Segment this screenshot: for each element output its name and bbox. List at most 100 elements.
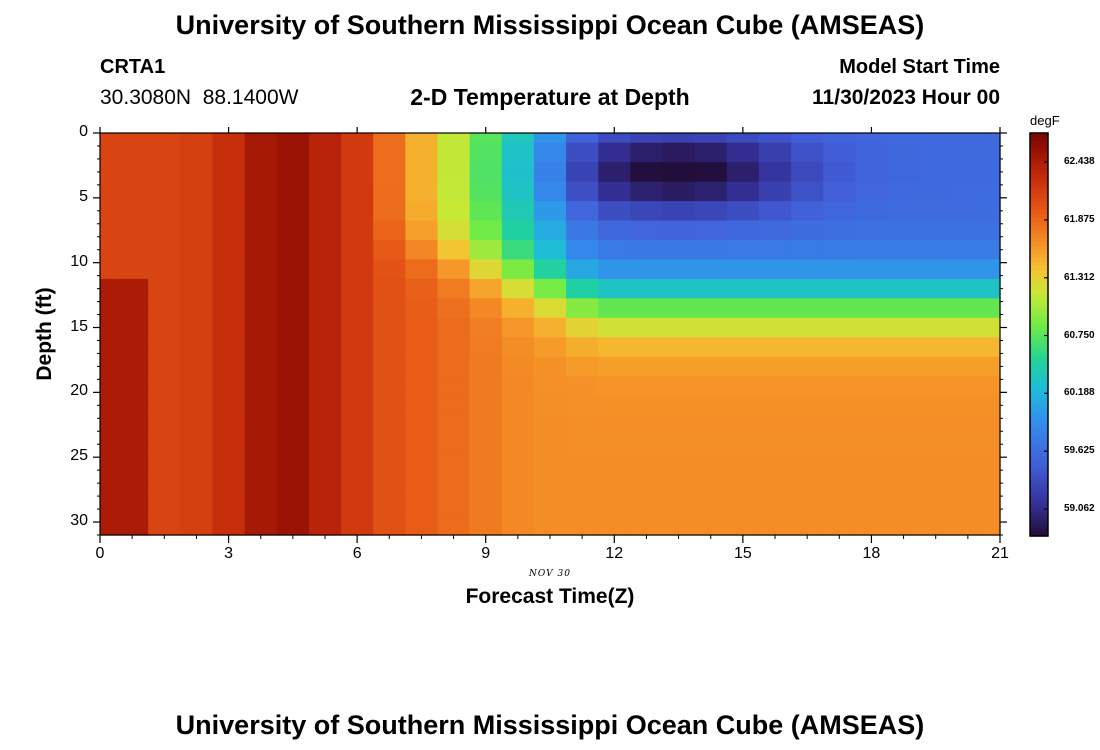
heatmap-cell [951,259,985,280]
heatmap-cell [148,133,181,144]
heatmap-cell [180,142,214,163]
colorbar-segment [1030,318,1048,324]
y-tick-label: 20 [70,382,88,400]
heatmap-cell [116,356,149,377]
heatmap-cell [533,133,567,144]
heatmap-cell [501,317,535,338]
heatmap-cell [758,434,792,455]
heatmap-cell [405,162,439,183]
heatmap-cell [791,278,824,299]
heatmap-cell [469,220,503,241]
heatmap-cell [598,259,631,280]
heatmap-cell [919,356,953,377]
heatmap-cell [983,492,1001,513]
heatmap-cell [951,453,985,475]
heatmap-cell [694,376,728,397]
heatmap-cell [887,512,921,536]
heatmap-cell [630,298,664,319]
heatmap-cell [501,512,535,536]
heatmap-cell [276,337,310,358]
heatmap-cell [116,201,149,222]
heatmap-cell [566,473,599,494]
colorbar-segment [1030,165,1048,170]
colorbar-segment [1030,511,1048,517]
heatmap-cell [662,453,696,475]
heatmap-cell [823,356,856,377]
colorbar-unit: degF [1030,113,1060,128]
heatmap-cell [726,415,760,436]
heatmap-cell [855,220,889,241]
colorbar-segment [1030,439,1048,444]
heatmap-cell [758,415,792,436]
heatmap-cell [630,337,664,358]
heatmap-cell [919,133,953,144]
heatmap-cell [726,142,760,163]
y-tick-label: 25 [70,447,88,465]
heatmap-cell [630,415,664,436]
heatmap-cell [823,337,856,358]
heatmap-cell [726,317,760,338]
heatmap-cell [919,512,953,536]
heatmap-cell [100,317,117,338]
heatmap-cell [437,181,471,202]
colorbar-segment [1030,270,1048,275]
heatmap-cell [887,259,921,280]
chart-title: 2-D Temperature at Depth [410,84,690,110]
heatmap-cell [373,220,406,241]
heatmap-cell [469,492,503,513]
heatmap-cell [951,473,985,494]
heatmap-cell [341,259,374,280]
heatmap-cell [630,142,664,163]
colorbar-segment [1030,225,1048,231]
colorbar-segment [1030,294,1048,299]
heatmap-cell [887,133,921,144]
heatmap-cell [566,356,599,377]
heatmap-cell [501,220,535,241]
colorbar-segment [1030,527,1048,533]
heatmap-cell [726,434,760,455]
heatmap-cell [758,453,792,475]
heatmap-cell [212,415,246,436]
heatmap-cell [630,133,664,144]
heatmap-cell [341,492,374,513]
heatmap-cell [983,239,1001,261]
heatmap-cell [469,298,503,319]
heatmap-cell [662,259,696,280]
colorbar-segment [1030,467,1048,473]
heatmap-cell [100,259,117,280]
heatmap-cell [148,356,181,377]
colorbar-segment [1030,193,1048,199]
heatmap-cell [276,201,310,222]
heatmap-cell [983,201,1001,222]
heatmap-cell [630,356,664,377]
heatmap-cell [566,201,599,222]
heatmap-cell [630,239,664,261]
colorbar-segment [1030,169,1048,174]
colorbar-segment [1030,475,1048,481]
heatmap-cell [100,337,117,358]
heatmap-cell [212,239,246,261]
heatmap-cell [598,492,631,513]
colorbar-segment [1030,189,1048,195]
heatmap-cell [694,492,728,513]
heatmap-cell [855,473,889,494]
heatmap-cell [694,259,728,280]
colorbar-segment [1030,390,1048,396]
heatmap-cell [887,181,921,202]
heatmap-cell [630,395,664,416]
heatmap-cell [469,278,503,299]
heatmap-cell [566,181,599,202]
colorbar-segment [1030,257,1048,263]
heatmap-cell [373,201,406,222]
heatmap-cell [244,181,278,202]
heatmap-cell [855,337,889,358]
heatmap-cell [791,512,824,536]
heatmap-cell [598,356,631,377]
heatmap-cell [437,512,471,536]
heatmap-cell [951,376,985,397]
heatmap-cell [341,512,374,536]
heatmap-cell [726,298,760,319]
heatmap-cell [100,298,117,319]
heatmap-cell [823,201,856,222]
heatmap-cell [791,142,824,163]
